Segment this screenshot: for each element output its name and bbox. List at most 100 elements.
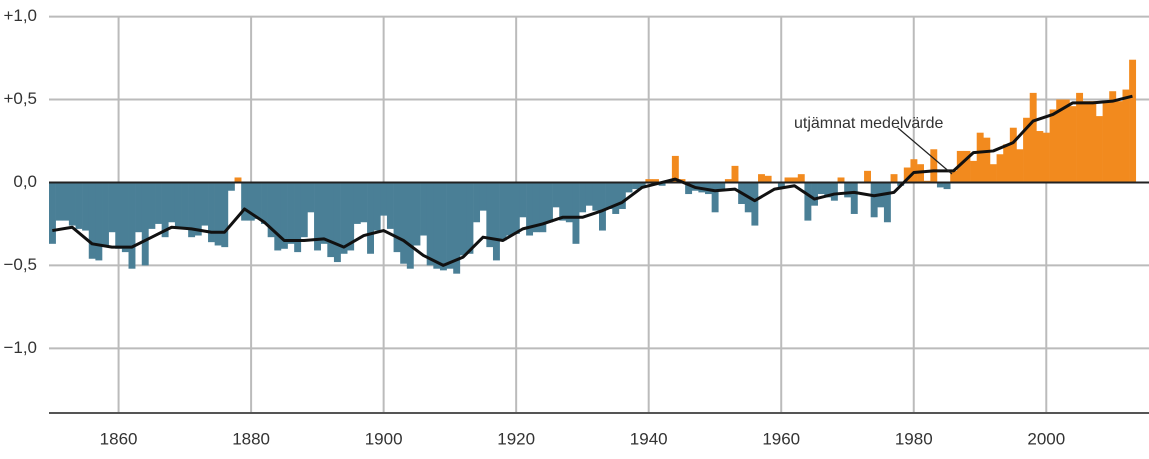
bar [844, 182, 852, 198]
bar [1102, 101, 1110, 183]
bar [1115, 101, 1123, 183]
bar [718, 182, 726, 190]
bar [963, 150, 971, 183]
bar [446, 182, 454, 269]
bar [360, 182, 368, 223]
bar [870, 182, 878, 218]
bar [108, 182, 116, 233]
bar [433, 182, 441, 269]
bar [300, 182, 308, 238]
bar [287, 182, 295, 244]
bar [970, 160, 978, 183]
bar [499, 182, 507, 241]
bar [121, 182, 129, 253]
bar [731, 165, 739, 183]
y-tick-label: −1,0 [3, 338, 37, 357]
bar [1129, 59, 1137, 183]
y-tick-label: +0,5 [3, 89, 37, 108]
bar [174, 182, 182, 228]
bar [353, 182, 361, 224]
bar [592, 182, 600, 211]
x-tick-label: 1880 [232, 429, 270, 448]
bar [386, 182, 394, 229]
bar [68, 182, 76, 226]
bar [380, 182, 388, 216]
bar [850, 182, 858, 214]
bar [652, 179, 659, 183]
y-tick-label: +1,0 [3, 6, 37, 25]
bar [658, 182, 666, 186]
bar [102, 182, 109, 246]
bar [811, 182, 818, 206]
x-tick-label: 1900 [365, 429, 403, 448]
bar [347, 182, 355, 251]
bar [1009, 127, 1017, 183]
bar [75, 182, 83, 229]
smoothed-line [52, 94, 1133, 267]
bar [241, 182, 249, 221]
bar [492, 182, 500, 261]
x-tick-label: 1980 [895, 429, 933, 448]
bar [638, 182, 646, 188]
bar [254, 182, 262, 219]
bar [274, 182, 282, 251]
annotation: utjämnat medelvärde [794, 115, 944, 132]
bar [426, 182, 434, 266]
bar [49, 182, 56, 244]
bar [95, 182, 103, 261]
bar [307, 182, 315, 213]
bar [506, 182, 514, 236]
bar [1122, 89, 1130, 183]
bar [314, 182, 321, 251]
bar [227, 182, 235, 191]
bar [956, 150, 964, 183]
bar [605, 182, 613, 209]
bar [777, 182, 785, 188]
bar [115, 182, 123, 249]
bar [883, 182, 891, 223]
bar [214, 182, 222, 246]
bar [950, 170, 958, 183]
bar [221, 182, 229, 248]
bar [188, 182, 196, 238]
bar [1036, 131, 1044, 183]
bar [234, 177, 242, 183]
bar [201, 182, 209, 226]
x-tick-label: 1940 [630, 429, 668, 448]
bar [453, 182, 461, 274]
bar [1016, 149, 1024, 183]
bar [267, 182, 275, 238]
bar [1042, 132, 1050, 183]
bar [890, 174, 898, 183]
bar [1062, 99, 1070, 183]
bar [1095, 116, 1103, 183]
bar [181, 182, 189, 229]
bar [1049, 109, 1057, 183]
bar [168, 182, 176, 223]
bar [585, 182, 593, 206]
bar [512, 182, 520, 234]
bar [751, 182, 759, 226]
bar [539, 182, 547, 233]
bar [62, 182, 70, 221]
bar [618, 182, 626, 209]
bar [711, 182, 719, 213]
x-tick-label: 1960 [762, 429, 800, 448]
bar [294, 182, 302, 253]
bar [128, 182, 136, 269]
bar [320, 182, 328, 244]
bar [406, 182, 414, 269]
bar [340, 182, 348, 254]
bar [565, 182, 573, 223]
bar [400, 182, 408, 264]
bar [804, 182, 812, 221]
bar [466, 182, 474, 254]
bar [280, 182, 288, 249]
bar [1069, 106, 1077, 183]
bar [333, 182, 341, 263]
bar [393, 182, 401, 253]
bar [208, 182, 215, 243]
bar [88, 182, 96, 259]
bar [367, 182, 374, 254]
